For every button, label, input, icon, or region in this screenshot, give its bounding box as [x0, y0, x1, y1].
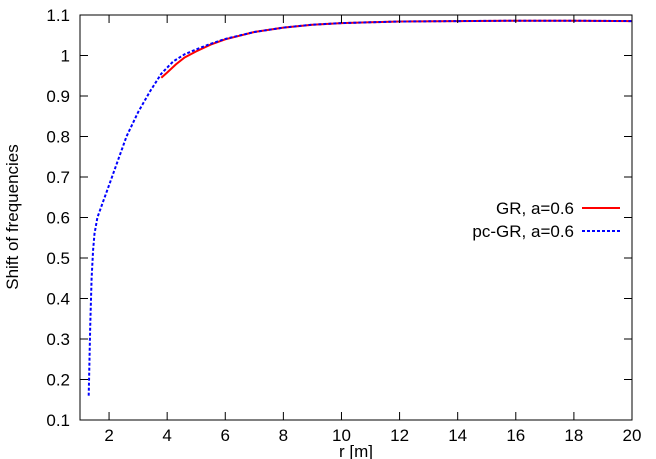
x-tick-label: 12 — [390, 426, 409, 445]
plot-lines — [87, 19, 633, 396]
x-tick-label: 18 — [564, 426, 583, 445]
plot-frame — [79, 14, 633, 421]
legend: GR, a=0.6 pc-GR, a=0.6 — [472, 199, 620, 241]
x-tick-label: 16 — [506, 426, 525, 445]
y-tick-label: 0.3 — [46, 330, 70, 349]
x-axis-label: r [m] — [339, 442, 373, 459]
y-tick-label: 0.6 — [46, 209, 70, 228]
y-axis-label: Shift of frequencies — [3, 144, 22, 290]
y-tick-label: 0.1 — [46, 411, 70, 430]
x-tick-label: 20 — [623, 426, 642, 445]
axis-ticks: 2 4 6 8 10 12 14 16 18 20 0.1 0.2 0.3 0.4 0.5 0.6 0.7 0.8… — [46, 6, 641, 445]
series-line-2 — [87, 19, 633, 396]
y-tick-label: 0.9 — [46, 87, 70, 106]
x-tick-label: 14 — [448, 426, 467, 445]
y-tick-label: 0.7 — [46, 168, 70, 187]
y-tick-label: 1 — [61, 47, 70, 66]
x-tick-label: 4 — [162, 426, 171, 445]
y-tick-label: 0.8 — [46, 128, 70, 147]
x-tick-label: 10 — [332, 426, 351, 445]
x-tick-label: 6 — [221, 426, 230, 445]
legend-label: GR, a=0.6 — [496, 199, 574, 218]
y-tick-label: 0.4 — [46, 290, 70, 309]
y-tick-label: 1.1 — [46, 6, 70, 25]
x-tick-label: 8 — [279, 426, 288, 445]
y-tick-label: 0.5 — [46, 249, 70, 268]
y-tick-label: 0.2 — [46, 371, 70, 390]
legend-label: pc-GR, a=0.6 — [472, 222, 574, 241]
x-tick-label: 2 — [104, 426, 113, 445]
series-line-1 — [160, 19, 633, 79]
